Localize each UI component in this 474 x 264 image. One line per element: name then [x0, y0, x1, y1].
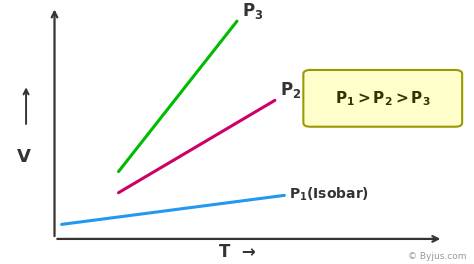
Text: $\mathbf{P_1}$$\mathbf{>}$$\mathbf{P_2}$$\mathbf{>}$$\mathbf{P_3}$: $\mathbf{P_1}$$\mathbf{>}$$\mathbf{P_2}$…	[335, 89, 430, 108]
Text: $\mathbf{P_2}$: $\mathbf{P_2}$	[280, 80, 301, 100]
Text: © Byjus.com: © Byjus.com	[409, 252, 467, 261]
FancyBboxPatch shape	[303, 70, 462, 127]
Text: T  →: T →	[219, 243, 255, 261]
Text: V: V	[17, 148, 31, 166]
Text: $\mathbf{P_3}$: $\mathbf{P_3}$	[242, 1, 263, 21]
Text: $\mathbf{P_1}$(Isobar): $\mathbf{P_1}$(Isobar)	[289, 185, 369, 203]
